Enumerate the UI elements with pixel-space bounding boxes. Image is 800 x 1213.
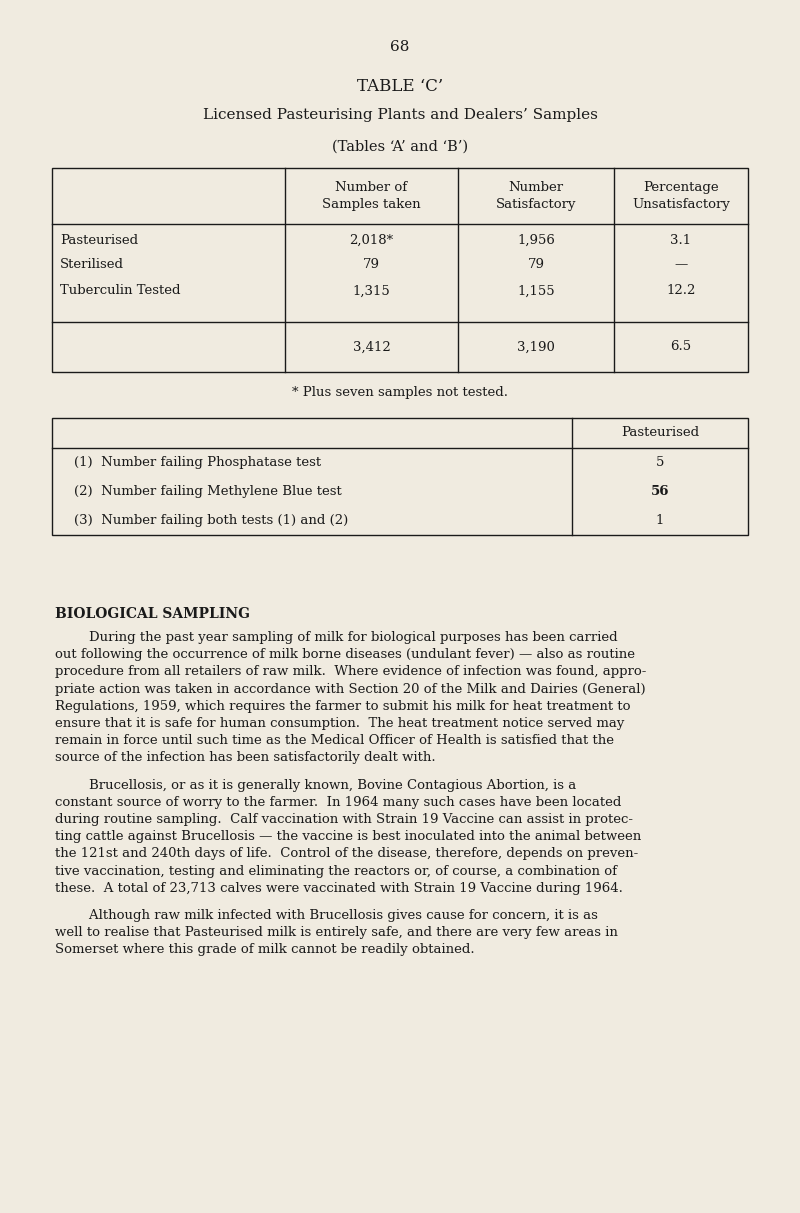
Text: Tuberculin Tested: Tuberculin Tested	[60, 285, 181, 297]
Text: tive vaccination, testing and eliminating the reactors or, of course, a combinat: tive vaccination, testing and eliminatin…	[55, 865, 617, 877]
Text: Somerset where this grade of milk cannot be readily obtained.: Somerset where this grade of milk cannot…	[55, 944, 474, 956]
Text: Licensed Pasteurising Plants and Dealers’ Samples: Licensed Pasteurising Plants and Dealers…	[202, 108, 598, 123]
Text: 1,155: 1,155	[517, 285, 555, 297]
Text: procedure from all retailers of raw milk.  Where evidence of infection was found: procedure from all retailers of raw milk…	[55, 666, 646, 678]
Text: (Tables ‘A’ and ‘B’): (Tables ‘A’ and ‘B’)	[332, 139, 468, 154]
Text: well to realise that Pasteurised milk is entirely safe, and there are very few a: well to realise that Pasteurised milk is…	[55, 927, 618, 939]
Text: 5: 5	[656, 456, 664, 469]
Text: constant source of worry to the farmer.  In 1964 many such cases have been locat: constant source of worry to the farmer. …	[55, 796, 622, 809]
Text: (1)  Number failing Phosphatase test: (1) Number failing Phosphatase test	[74, 456, 321, 469]
Text: —: —	[674, 258, 688, 272]
Text: Regulations, 1959, which requires the farmer to submit his milk for heat treatme: Regulations, 1959, which requires the fa…	[55, 700, 630, 713]
Text: Pasteurised: Pasteurised	[60, 233, 138, 246]
Text: 79: 79	[363, 258, 380, 272]
Text: * Plus seven samples not tested.: * Plus seven samples not tested.	[292, 386, 508, 399]
Text: ensure that it is safe for human consumption.  The heat treatment notice served : ensure that it is safe for human consump…	[55, 717, 624, 730]
Text: TABLE ‘C’: TABLE ‘C’	[357, 78, 443, 95]
Text: 6.5: 6.5	[670, 341, 691, 353]
Bar	[52, 418, 748, 535]
Text: 1: 1	[656, 514, 664, 526]
Text: the 121st and 240th days of life.  Control of the disease, therefore, depends on: the 121st and 240th days of life. Contro…	[55, 848, 638, 860]
Text: during routine sampling.  Calf vaccination with Strain 19 Vaccine can assist in : during routine sampling. Calf vaccinatio…	[55, 813, 633, 826]
Text: 2,018*: 2,018*	[350, 233, 394, 246]
Text: (3)  Number failing both tests (1) and (2): (3) Number failing both tests (1) and (2…	[74, 514, 348, 526]
Text: BIOLOGICAL SAMPLING: BIOLOGICAL SAMPLING	[55, 606, 250, 621]
Text: out following the occurrence of milk borne diseases (undulant fever) — also as r: out following the occurrence of milk bor…	[55, 648, 635, 661]
Text: Number of
Samples taken: Number of Samples taken	[322, 181, 421, 211]
Text: 68: 68	[390, 40, 410, 55]
Text: 79: 79	[527, 258, 545, 272]
Text: Sterilised: Sterilised	[60, 258, 124, 272]
Text: 3.1: 3.1	[670, 233, 691, 246]
Text: priate action was taken in accordance with Section 20 of the Milk and Dairies (G: priate action was taken in accordance wi…	[55, 683, 646, 695]
Text: 3,190: 3,190	[517, 341, 555, 353]
Text: ting cattle against Brucellosis — the vaccine is best inoculated into the animal: ting cattle against Brucellosis — the va…	[55, 830, 642, 843]
Text: Number
Satisfactory: Number Satisfactory	[496, 181, 576, 211]
Text: During the past year sampling of milk for biological purposes has been carried: During the past year sampling of milk fo…	[55, 631, 618, 644]
Text: these.  A total of 23,713 calves were vaccinated with Strain 19 Vaccine during 1: these. A total of 23,713 calves were vac…	[55, 882, 623, 895]
Text: 56: 56	[650, 485, 670, 499]
Text: 12.2: 12.2	[666, 285, 696, 297]
Text: 1,956: 1,956	[517, 233, 555, 246]
Text: source of the infection has been satisfactorily dealt with.: source of the infection has been satisfa…	[55, 751, 436, 764]
Text: Pasteurised: Pasteurised	[621, 427, 699, 439]
Text: Although raw milk infected with Brucellosis gives cause for concern, it is as: Although raw milk infected with Brucello…	[55, 909, 598, 922]
Text: Percentage
Unsatisfactory: Percentage Unsatisfactory	[632, 181, 730, 211]
Bar	[52, 167, 748, 372]
Text: 3,412: 3,412	[353, 341, 390, 353]
Text: 1,315: 1,315	[353, 285, 390, 297]
Text: (2)  Number failing Methylene Blue test: (2) Number failing Methylene Blue test	[74, 485, 342, 499]
Text: remain in force until such time as the Medical Officer of Health is satisfied th: remain in force until such time as the M…	[55, 734, 614, 747]
Text: Brucellosis, or as it is generally known, Bovine Contagious Abortion, is a: Brucellosis, or as it is generally known…	[55, 779, 576, 792]
